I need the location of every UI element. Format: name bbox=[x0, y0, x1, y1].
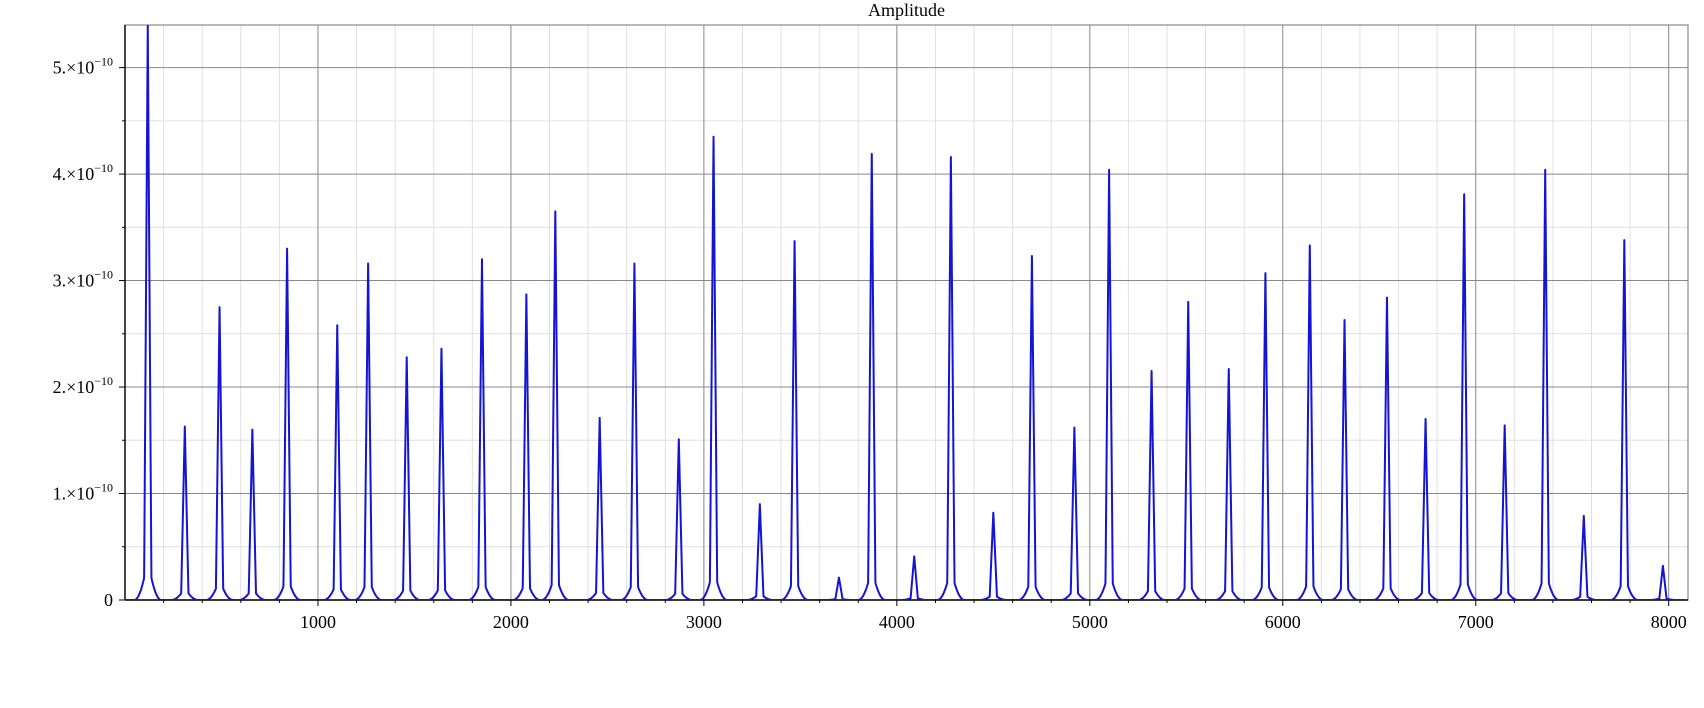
x-tick-label: 8000 bbox=[1651, 612, 1687, 632]
x-tick-label: 1000 bbox=[300, 612, 336, 632]
x-tick-label: 2000 bbox=[493, 612, 529, 632]
x-tick-label: 4000 bbox=[879, 612, 915, 632]
x-tick-label: 3000 bbox=[686, 612, 722, 632]
chart-title: Amplitude bbox=[868, 0, 945, 20]
x-tick-label: 7000 bbox=[1458, 612, 1494, 632]
y-tick-label: 0 bbox=[104, 590, 113, 610]
x-tick-label: 6000 bbox=[1265, 612, 1301, 632]
amplitude-chart: Amplitude 1000 2000 3000 4000 5000 6000 7000 800… bbox=[0, 0, 1704, 708]
chart-background bbox=[0, 0, 1704, 708]
amplitude-chart-container: Amplitude 1000 2000 3000 4000 5000 6000 7000 800… bbox=[0, 0, 1704, 708]
x-tick-label: 5000 bbox=[1072, 612, 1108, 632]
